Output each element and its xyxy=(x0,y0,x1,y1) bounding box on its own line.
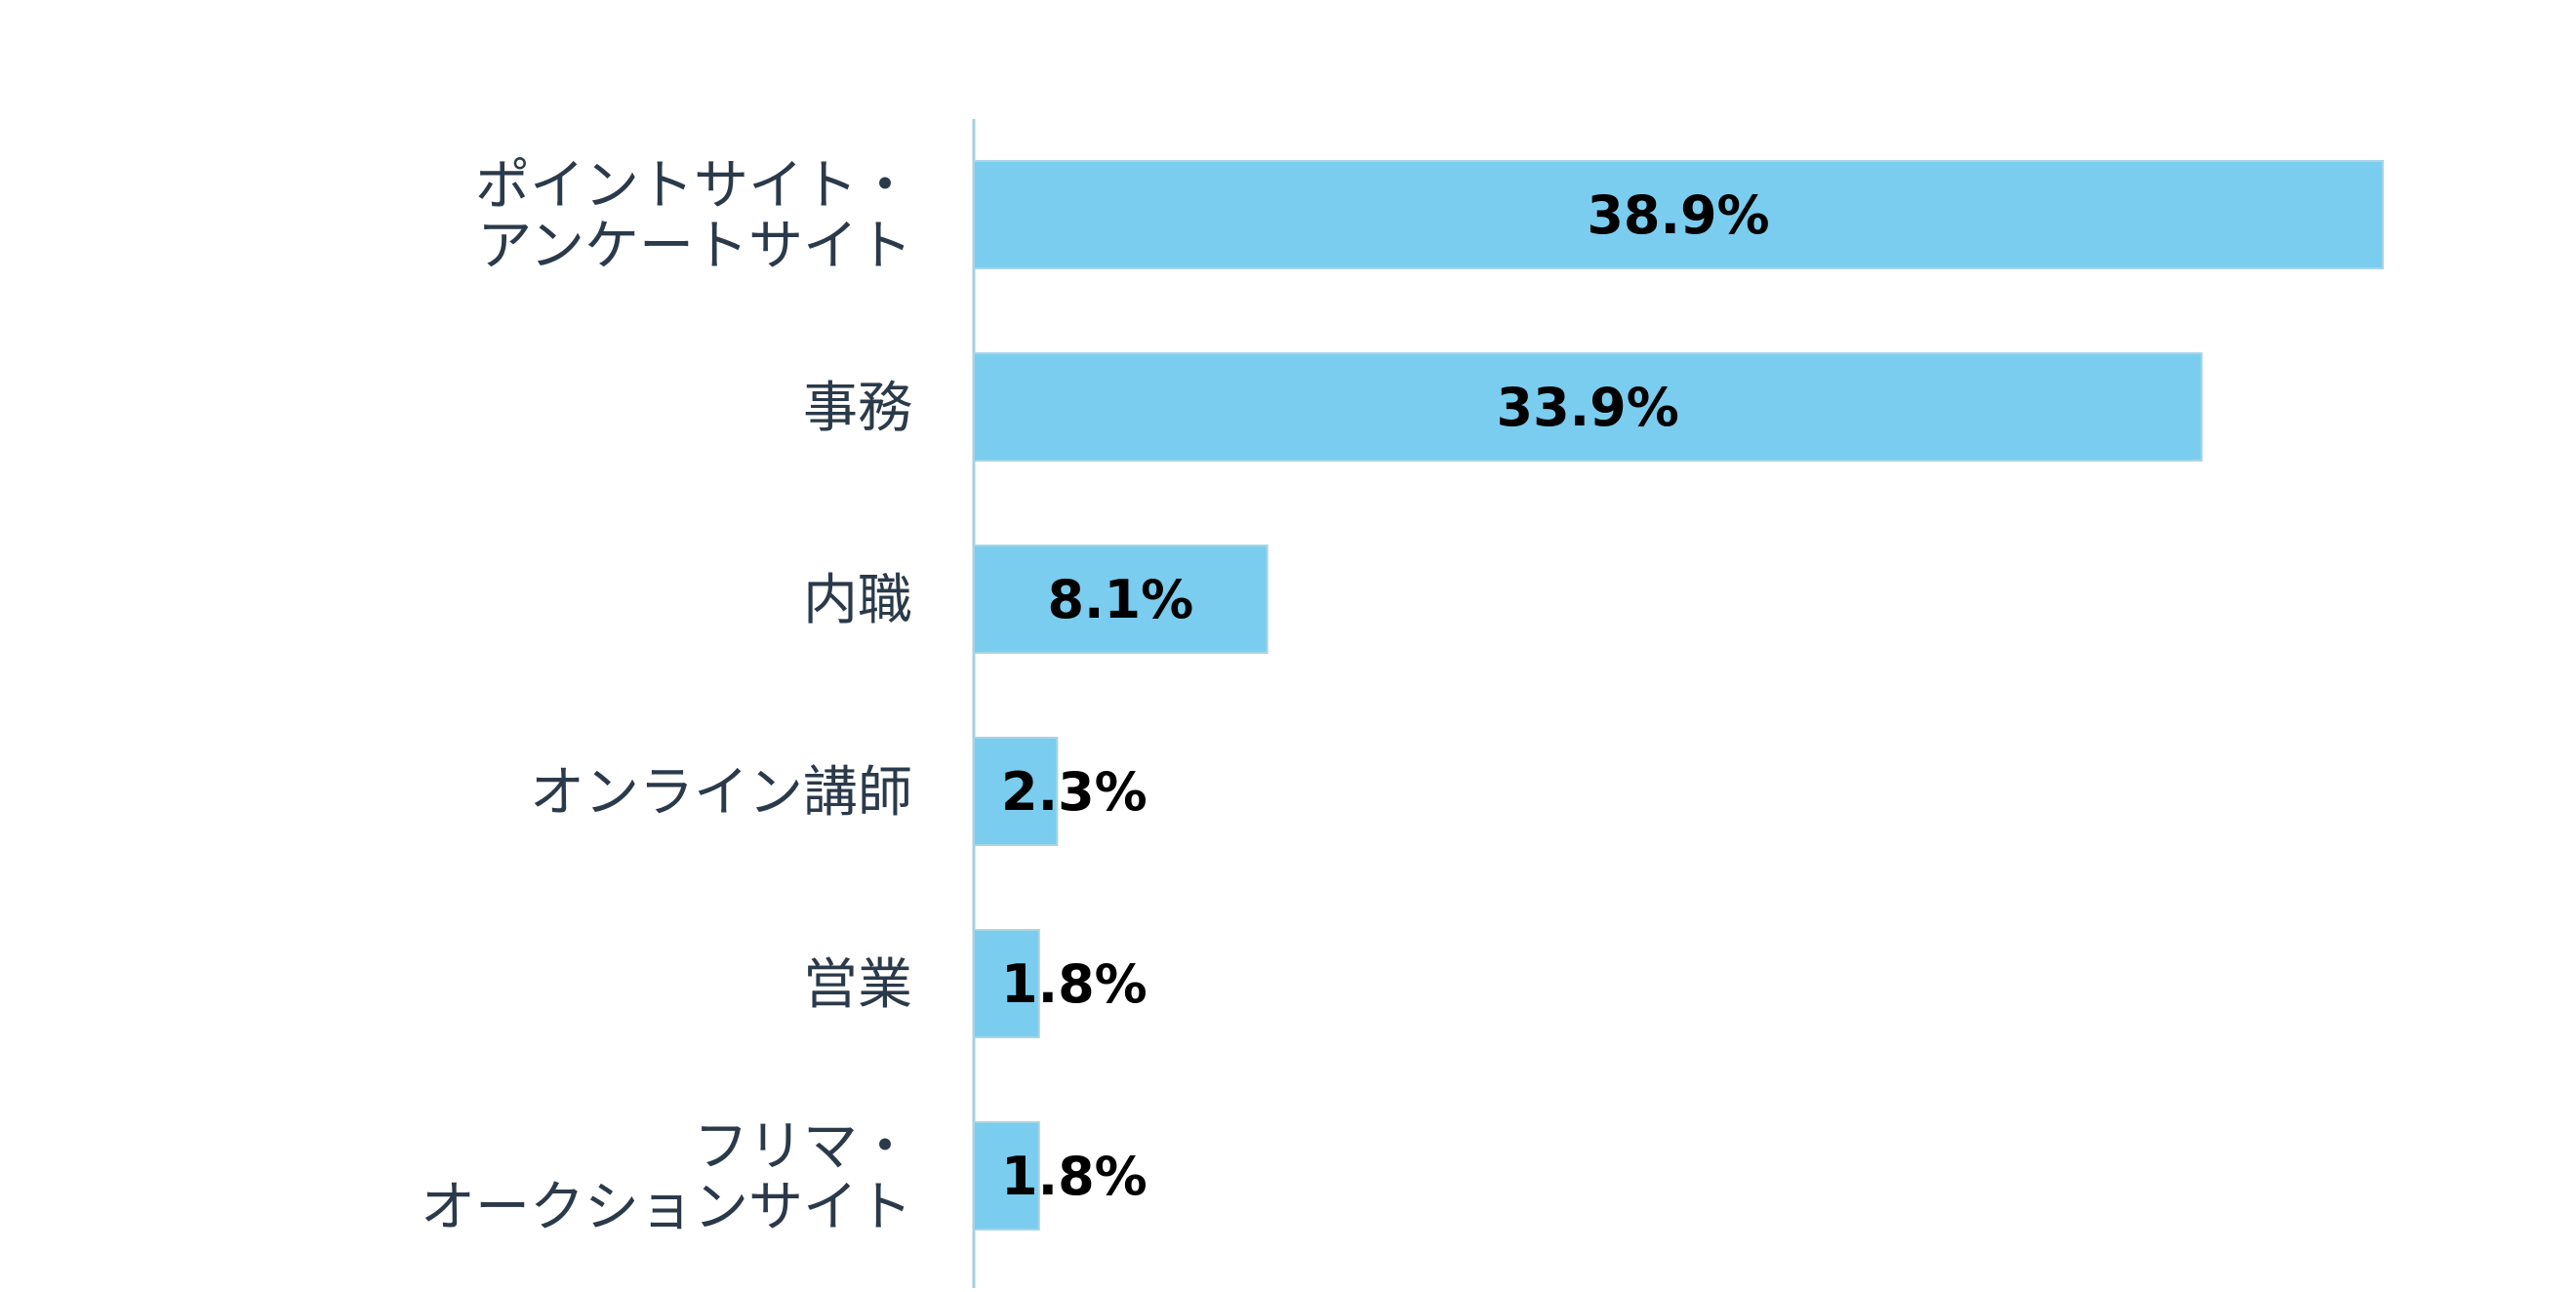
category-label-3: オンライン講師 xyxy=(530,761,912,825)
bar-3 xyxy=(973,737,1059,846)
category-label-5-line-1: オークションサイト xyxy=(421,1176,912,1239)
value-label-2: 8.1% xyxy=(1047,569,1193,630)
value-label-0: 38.9% xyxy=(1587,184,1769,246)
category-label-0-line-0: ポイントサイト・ xyxy=(475,154,912,218)
category-label-2: 内職 xyxy=(803,569,912,632)
category-labels-group: ポイントサイト・アンケートサイト事務内職オンライン講師営業フリマ・オークションサ… xyxy=(421,154,912,1239)
category-label-0: ポイントサイト・アンケートサイト xyxy=(475,154,912,278)
category-label-3-line-0: オンライン講師 xyxy=(530,761,912,825)
bar-1 xyxy=(973,352,2203,462)
category-label-5: フリマ・オークションサイト xyxy=(421,1115,912,1239)
category-label-4: 営業 xyxy=(803,953,912,1017)
bars-group xyxy=(973,160,2384,1231)
category-label-5-line-0: フリマ・ xyxy=(694,1115,912,1179)
value-label-4: 1.8% xyxy=(1001,953,1147,1015)
value-label-5: 1.8% xyxy=(1001,1146,1147,1207)
category-label-2-line-0: 内職 xyxy=(803,569,912,632)
value-labels-group: 38.9% 33.9% 8.1% 2.3% 1.8% 1.8% xyxy=(1001,184,1770,1207)
category-label-4-line-0: 営業 xyxy=(803,953,912,1017)
bar-4 xyxy=(973,929,1040,1038)
category-label-0-line-1: アンケートサイト xyxy=(477,215,912,278)
value-label-1: 33.9% xyxy=(1497,377,1679,438)
value-label-3: 2.3% xyxy=(1001,761,1147,823)
category-label-1-line-0: 事務 xyxy=(803,377,912,440)
category-label-1: 事務 xyxy=(803,377,912,440)
bar-5 xyxy=(973,1121,1040,1231)
bar-0 xyxy=(973,160,2384,269)
bar-2 xyxy=(973,545,1268,654)
